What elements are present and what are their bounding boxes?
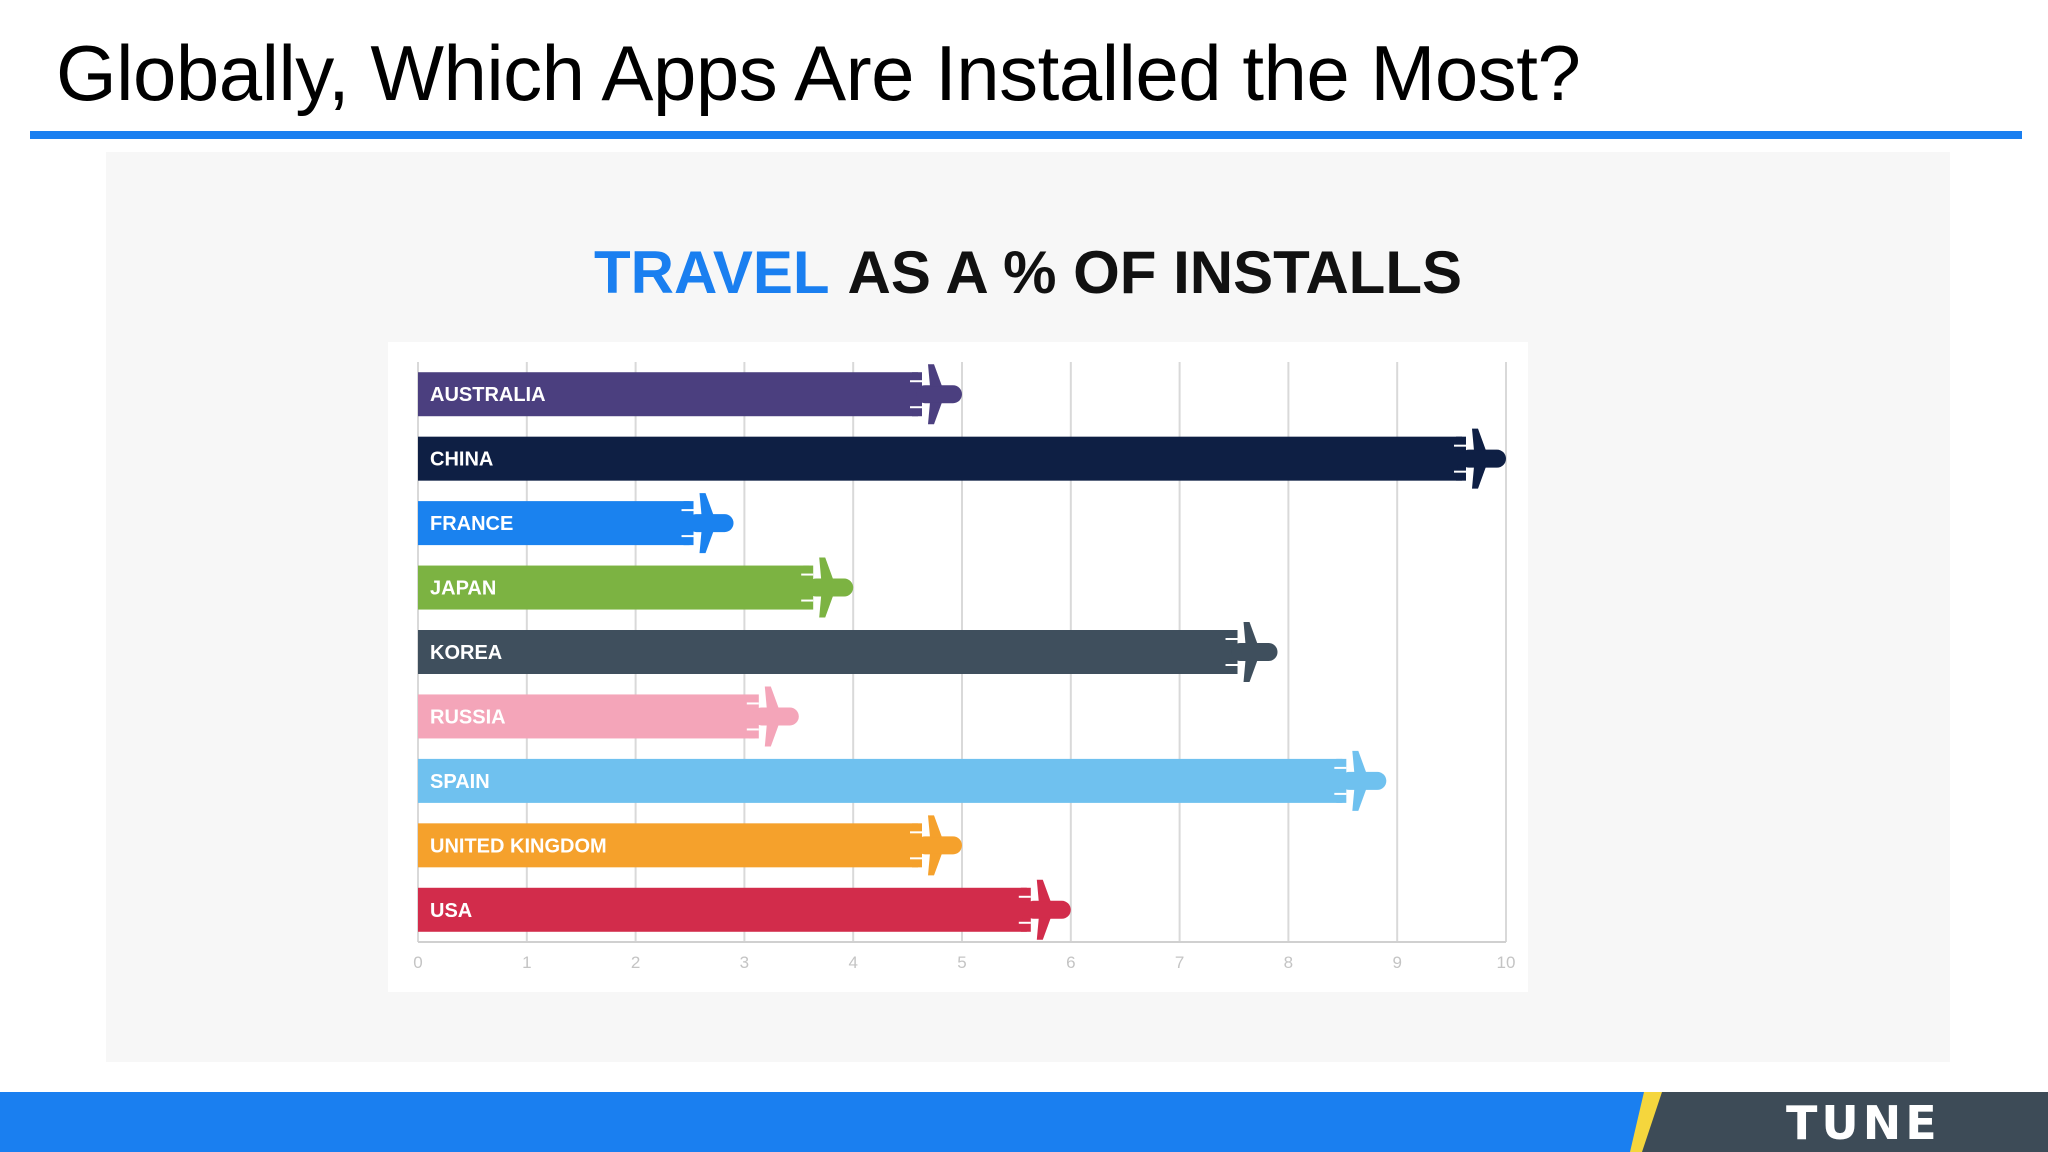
x-tick-label: 7 (1175, 953, 1184, 972)
airplane-icon (1454, 428, 1506, 489)
bar-category-label: USA (430, 900, 472, 922)
footer-brand-panel (1642, 1092, 2048, 1152)
bar (418, 372, 922, 417)
airplane-icon (1018, 879, 1071, 940)
chart-title-accent: TRAVEL (594, 239, 830, 306)
x-tick-label: 8 (1284, 953, 1293, 972)
x-tick-label: 9 (1392, 953, 1401, 972)
bar (418, 501, 694, 546)
x-tick-label: 5 (957, 953, 966, 972)
airplane-icon (746, 686, 799, 747)
bar-category-label: AUSTRALIA (430, 384, 546, 406)
bar (418, 565, 814, 610)
bar (418, 823, 922, 868)
bar-category-label: FRANCE (430, 513, 513, 535)
x-tick-label: 0 (413, 953, 422, 972)
bar-category-label: KOREA (430, 642, 502, 664)
chart-title-rest: AS A % OF INSTALLS (847, 239, 1462, 306)
x-tick-label: 3 (740, 953, 749, 972)
airplane-icon (1334, 750, 1387, 811)
bar (418, 887, 1031, 932)
bar (418, 630, 1238, 674)
bar (418, 436, 1466, 481)
tune-logo: TUNE (1786, 1096, 1941, 1150)
bar-category-label: CHINA (430, 449, 493, 471)
airplane-icon (1225, 622, 1278, 682)
x-tick-label: 1 (522, 953, 531, 972)
airplane-icon (910, 364, 962, 425)
slide-title: Globally, Which Apps Are Installed the M… (56, 29, 1581, 117)
bar-category-label: UNITED KINGDOM (430, 835, 607, 857)
bar (418, 758, 1347, 803)
bar-chart: 0 1 2 3 4 5 6 7 8 9 10 AUSTRALIA CHINA FRANCE JAPAN KOR… (413, 362, 1516, 972)
x-tick-label: 6 (1066, 953, 1075, 972)
bar-category-label: RUSSIA (430, 706, 506, 728)
bar (418, 694, 759, 739)
airplane-icon (801, 557, 854, 618)
x-tick-label: 4 (848, 953, 857, 972)
plot-area: 0 1 2 3 4 5 6 7 8 9 10 AUSTRALIA CHINA FRANCE JAPAN KOR… (388, 342, 1528, 992)
airplane-icon (910, 815, 962, 876)
chart-title: TRAVEL AS A % OF INSTALLS (106, 238, 1950, 307)
x-tick-label: 2 (631, 953, 640, 972)
bar-category-label: JAPAN (430, 578, 496, 600)
airplane-icon (681, 493, 734, 554)
title-underline (30, 131, 2022, 139)
bar-category-label: SPAIN (430, 771, 490, 793)
chart-panel: TRAVEL AS A % OF INSTALLS 0 1 2 3 4 5 6 7 8 9 10 AUS… (106, 152, 1950, 1062)
x-tick-label: 10 (1497, 953, 1516, 972)
